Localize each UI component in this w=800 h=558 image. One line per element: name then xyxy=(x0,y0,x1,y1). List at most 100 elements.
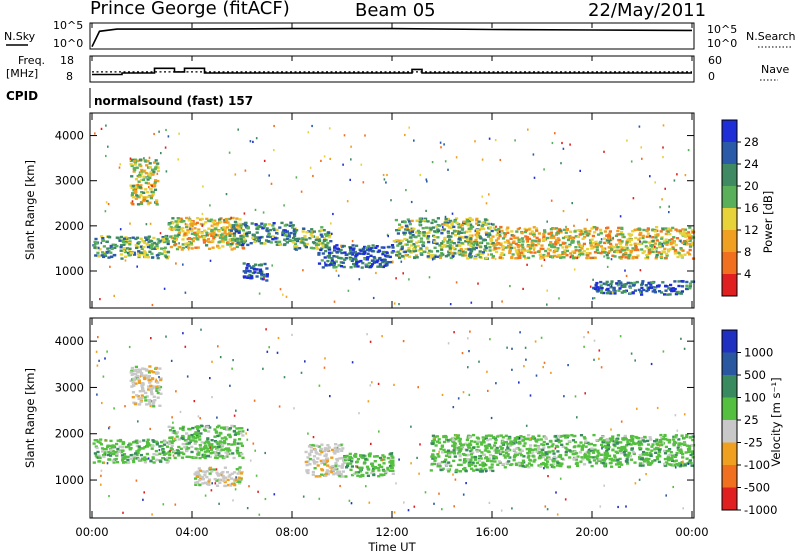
heatmap-cell-1 xyxy=(139,194,142,196)
heatmap-cell-7 xyxy=(565,448,568,450)
heatmap-noise xyxy=(672,486,674,488)
heatmap-cell-7 xyxy=(547,446,550,448)
heatmap-cell-7 xyxy=(483,239,486,241)
heatmap-cell-7 xyxy=(414,236,417,238)
heatmap-noise xyxy=(408,127,410,129)
heatmap-noise xyxy=(101,242,103,244)
heatmap-cell-7 xyxy=(398,224,401,226)
heatmap-cell-2 xyxy=(170,246,173,248)
heatmap-cell-7 xyxy=(673,444,676,446)
heatmap-cell-2 xyxy=(238,427,241,429)
heatmap-cell-1 xyxy=(130,163,133,165)
heatmap-cell-7 xyxy=(418,224,421,226)
x-tick-label: 16:00 xyxy=(475,525,508,539)
heatmap-noise xyxy=(467,366,469,368)
heatmap-cell-8 xyxy=(508,245,511,247)
heatmap-cell-1 xyxy=(157,397,160,399)
heatmap-cell-2 xyxy=(197,451,200,453)
heatmap-noise xyxy=(312,175,314,177)
heatmap-cell-8 xyxy=(645,230,648,232)
heatmap-cell-8 xyxy=(688,243,691,245)
heatmap-noise xyxy=(209,447,211,449)
heatmap-cell-0 xyxy=(146,243,149,245)
heatmap-cell-2 xyxy=(182,429,185,431)
heatmap-cell-7 xyxy=(443,239,446,241)
heatmap-cell-7 xyxy=(584,440,587,442)
heatmap-noise xyxy=(594,340,596,342)
heatmap-cell-8 xyxy=(594,251,597,253)
heatmap-cell-9 xyxy=(651,281,654,283)
heatmap-cell-6 xyxy=(317,253,320,255)
heatmap-cell-2 xyxy=(188,219,191,221)
heatmap-noise xyxy=(243,223,245,225)
heatmap-cell-0 xyxy=(106,445,109,447)
heatmap-noise xyxy=(160,232,162,234)
heatmap-cell-5 xyxy=(323,240,326,242)
heatmap-cell-6 xyxy=(391,244,394,246)
heatmap-cell-5 xyxy=(349,462,352,464)
heatmap-noise xyxy=(519,437,521,439)
heatmap-noise xyxy=(500,159,502,161)
heatmap-cell-4 xyxy=(306,464,309,466)
heatmap-cell-4 xyxy=(323,463,326,465)
heatmap-noise xyxy=(324,357,326,359)
heatmap-cell-5 xyxy=(318,240,321,242)
heatmap-noise xyxy=(163,503,165,505)
heatmap-noise xyxy=(467,337,469,339)
heatmap-cell-0 xyxy=(166,446,169,448)
heatmap-cell-6 xyxy=(333,245,336,247)
colorbar-tick-label: -100 xyxy=(744,458,770,472)
heatmap-noise xyxy=(463,494,465,496)
heatmap-cell-7 xyxy=(553,456,556,458)
heatmap-cell-1 xyxy=(149,388,152,390)
heatmap-noise xyxy=(645,473,647,475)
heatmap-noise xyxy=(282,294,284,296)
heatmap-noise xyxy=(211,396,213,398)
heatmap-cell-7 xyxy=(588,461,591,463)
heatmap-cell-9 xyxy=(621,291,624,293)
heatmap-noise xyxy=(631,353,633,355)
heatmap-cell-3 xyxy=(218,479,221,481)
heatmap-cell-5 xyxy=(349,469,352,471)
heatmap-cell-3 xyxy=(284,229,287,231)
heatmap-cell-8 xyxy=(613,246,616,248)
heatmap-noise xyxy=(432,161,434,163)
heatmap-cell-8 xyxy=(509,249,512,251)
heatmap-cell-3 xyxy=(206,470,209,472)
heatmap-noise xyxy=(672,436,674,438)
heatmap-noise xyxy=(216,417,218,419)
heatmap-noise xyxy=(688,463,690,465)
heatmap-noise xyxy=(235,476,237,478)
heatmap-cell-9 xyxy=(664,290,667,292)
heatmap-cell-5 xyxy=(343,462,346,464)
heatmap-cell-0 xyxy=(130,458,133,460)
heatmap-noise xyxy=(641,291,643,293)
heatmap-cell-7 xyxy=(483,249,486,251)
heatmap-cell-5 xyxy=(329,240,332,242)
heatmap-noise xyxy=(541,265,543,267)
heatmap-noise xyxy=(194,400,196,402)
heatmap-noise xyxy=(226,242,228,244)
heatmap-noise xyxy=(202,185,204,187)
heatmap-cell-6 xyxy=(488,451,491,453)
heatmap-cell-7 xyxy=(443,237,446,239)
heatmap-noise xyxy=(277,233,279,235)
heatmap-cell-4 xyxy=(326,469,329,471)
heatmap-cell-7 xyxy=(573,435,576,437)
heatmap-cell-6 xyxy=(483,454,486,456)
heatmap-cell-6 xyxy=(457,464,460,466)
heatmap-cell-4 xyxy=(321,469,324,471)
heatmap-cell-7 xyxy=(590,447,593,449)
heatmap-noise xyxy=(684,348,686,350)
heatmap-noise xyxy=(248,485,250,487)
heatmap-noise xyxy=(234,415,236,417)
heatmap-cell-4 xyxy=(263,275,266,277)
heatmap-noise xyxy=(217,345,219,347)
heatmap-cell-7 xyxy=(466,223,469,225)
heatmap-noise xyxy=(273,125,275,127)
heatmap-noise xyxy=(338,275,340,277)
heatmap-cell-5 xyxy=(302,228,305,230)
heatmap-cell-4 xyxy=(312,471,315,473)
heatmap-cell-8 xyxy=(682,233,685,235)
heatmap-cell-0 xyxy=(151,256,154,258)
